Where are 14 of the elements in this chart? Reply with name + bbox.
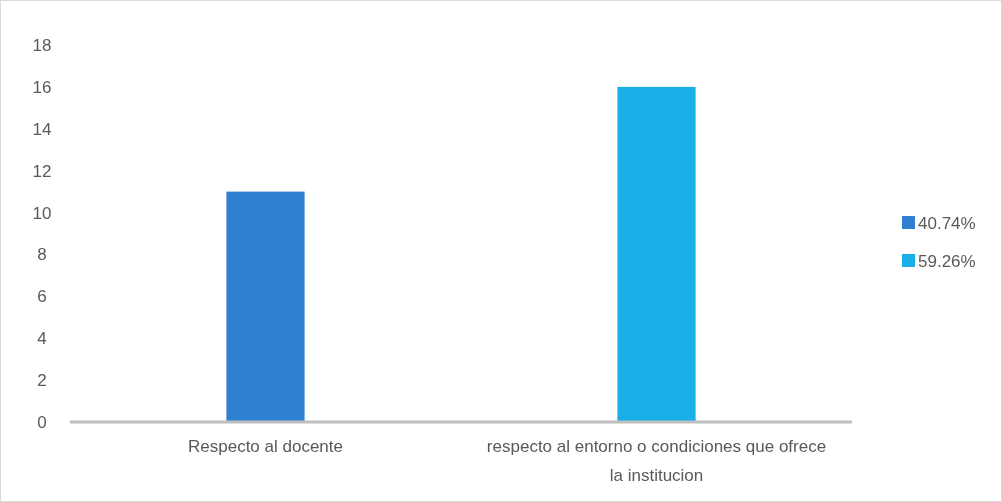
legend-label: 59.26%: [918, 251, 976, 271]
y-tick-label: 16: [32, 77, 52, 97]
y-tick-label: 2: [37, 371, 47, 391]
y-tick-label: 10: [32, 203, 52, 223]
y-tick-label: 18: [32, 35, 52, 55]
y-tick-label: 4: [37, 329, 47, 349]
y-tick-label: 14: [32, 119, 52, 139]
y-tick-label: 8: [37, 245, 47, 265]
y-tick-label: 0: [37, 412, 47, 432]
y-tick-label: 6: [37, 287, 47, 307]
legend-label: 40.74%: [918, 213, 976, 233]
x-tick-label: Respecto al docente: [188, 437, 343, 456]
y-tick-label: 12: [32, 161, 52, 181]
x-tick-label: respecto al entorno o condiciones que ofrece la institucion: [486, 437, 827, 485]
